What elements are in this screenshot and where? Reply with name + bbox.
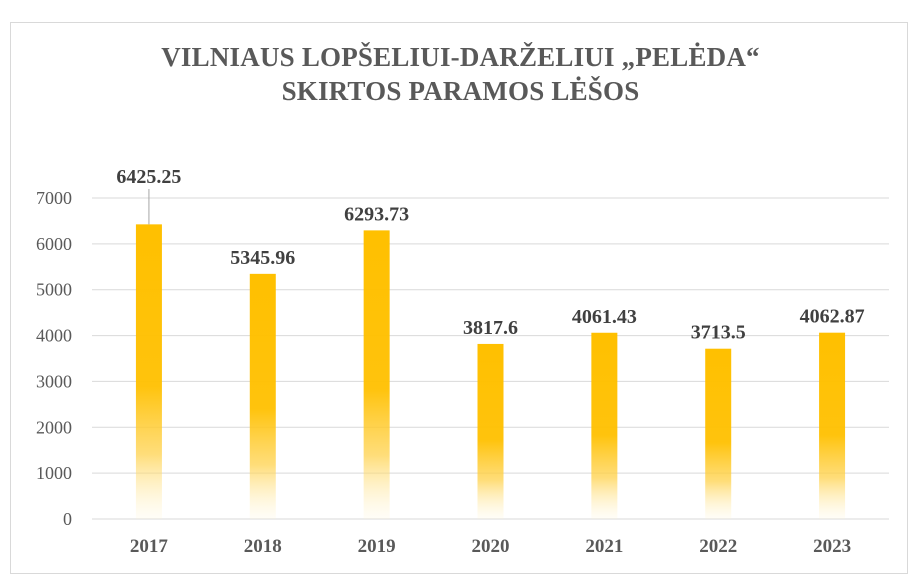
y-tick-label: 3000 <box>36 371 72 391</box>
y-tick-label: 6000 <box>36 234 72 254</box>
x-tick-label: 2022 <box>699 536 737 557</box>
y-tick-label: 0 <box>63 509 72 529</box>
data-label-2023: 4062.87 <box>800 306 865 328</box>
data-label-2020: 3817.6 <box>463 317 518 339</box>
data-label-2021: 4061.43 <box>572 306 637 328</box>
data-label-2019: 6293.73 <box>344 203 409 225</box>
data-label-2022: 3713.5 <box>691 322 746 344</box>
y-tick-label: 7000 <box>36 188 72 208</box>
bar-2023 <box>819 332 846 519</box>
x-tick-label: 2017 <box>130 536 169 557</box>
bar-2022 <box>705 348 732 519</box>
bar-2019 <box>363 230 390 520</box>
bar-2021 <box>591 332 618 519</box>
y-tick-label: 1000 <box>36 463 72 483</box>
bar-2017 <box>135 224 162 520</box>
data-label-2018: 5345.96 <box>230 247 295 269</box>
y-axis: 0 1000 2000 3000 4000 5000 6000 7000 <box>36 188 72 529</box>
bar-2020 <box>477 343 504 519</box>
chart-title-line-2: SKIRTOS PARAMOS LĖŠOS <box>281 76 640 106</box>
x-tick-label: 2020 <box>472 536 510 557</box>
x-axis: 2017 2018 2019 2020 2021 2022 2023 <box>130 536 851 557</box>
y-tick-label: 5000 <box>36 280 72 300</box>
y-tick-label: 2000 <box>36 417 72 437</box>
x-tick-label: 2021 <box>585 536 623 557</box>
chart-title-line-1: VILNIAUS LOPŠELIUI-DARŽELIUI „PELĖDA“ <box>161 42 760 72</box>
y-tick-label: 4000 <box>36 326 72 346</box>
bar-2018 <box>249 273 276 519</box>
chart-title: VILNIAUS LOPŠELIUI-DARŽELIUI „PELĖDA“ SK… <box>0 40 921 108</box>
bars <box>135 224 846 520</box>
x-tick-label: 2018 <box>244 536 282 557</box>
data-labels: 6425.25 5345.96 6293.73 3817.6 4061.43 3713.5… <box>116 166 864 344</box>
x-tick-label: 2019 <box>358 536 396 557</box>
x-tick-label: 2023 <box>813 536 851 557</box>
data-label-2017: 6425.25 <box>116 166 181 188</box>
